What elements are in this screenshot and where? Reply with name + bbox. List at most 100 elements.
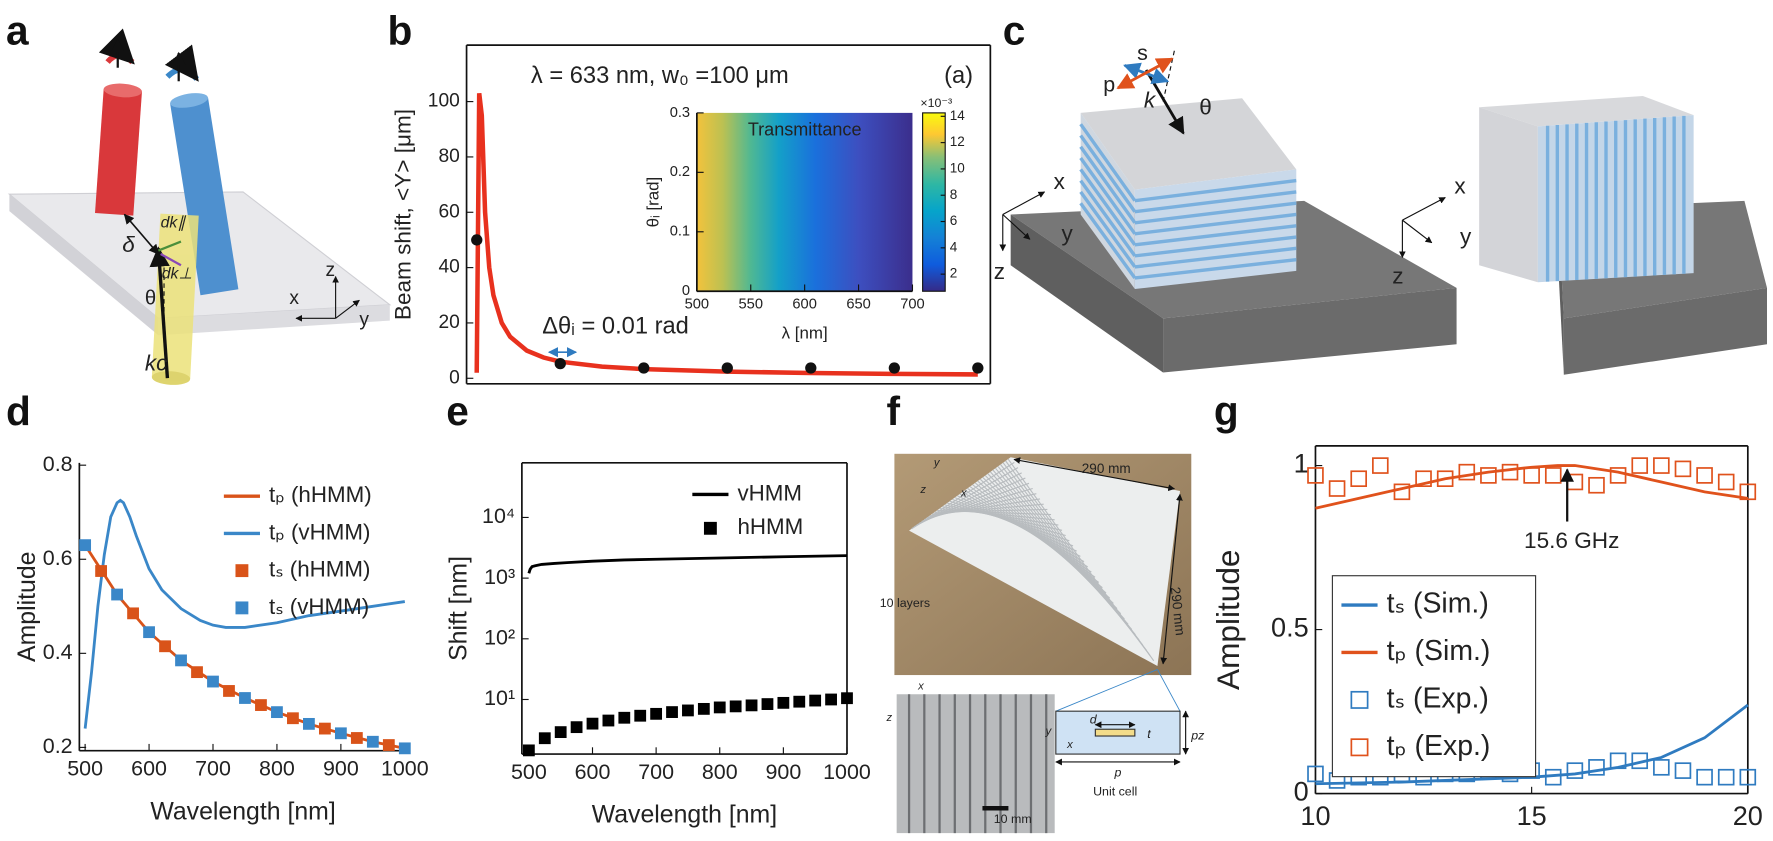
point xyxy=(1739,768,1757,786)
x-axis-label: λ [nm] xyxy=(782,324,828,343)
legend-swatch xyxy=(1350,690,1369,709)
illustration-label: x xyxy=(1454,173,1466,198)
y-tick-label: 0.4 xyxy=(43,640,73,664)
x-tick-label: 500 xyxy=(511,760,547,784)
x-tick-label: 600 xyxy=(575,760,611,784)
point xyxy=(1588,759,1605,776)
y-tick-label: 10⁴ xyxy=(482,504,515,528)
point xyxy=(1653,759,1670,776)
x-axis-label: Wavelength [nm] xyxy=(592,802,777,829)
layer-stripe xyxy=(1079,145,1137,224)
layer-stripe xyxy=(1134,235,1297,258)
layer-stripe xyxy=(1079,123,1137,202)
point xyxy=(1631,457,1649,474)
illustration-label: z xyxy=(325,260,335,281)
point xyxy=(303,717,315,730)
illustration-label: z xyxy=(1392,264,1403,289)
line xyxy=(474,92,978,377)
colorbar-tick-label: 2 xyxy=(950,266,958,281)
point xyxy=(79,539,92,552)
point xyxy=(721,362,733,374)
point xyxy=(1588,476,1605,494)
legend-label: vHMM xyxy=(737,480,802,505)
point xyxy=(334,727,347,740)
point xyxy=(522,744,535,757)
point xyxy=(1631,752,1649,770)
x-tick-label: 500 xyxy=(685,296,709,312)
line xyxy=(1315,464,1749,510)
point xyxy=(1717,473,1735,491)
illustration-label: δ xyxy=(122,232,135,257)
y-axis-label: Amplitude xyxy=(14,552,41,662)
line xyxy=(527,554,848,574)
colorbar-tick-label: 10 xyxy=(950,160,965,175)
panel-label: c xyxy=(1003,8,1026,54)
illustration-label: d xyxy=(1090,712,1098,726)
x-tick-label: 500 xyxy=(67,757,103,781)
legend-label: hHMM xyxy=(737,514,803,539)
point xyxy=(1609,752,1627,770)
illustration-label: p xyxy=(1114,766,1122,780)
point xyxy=(1415,470,1432,487)
point xyxy=(1372,457,1389,474)
point xyxy=(175,654,187,667)
x-tick-label: 600 xyxy=(792,296,816,312)
illustration-label: s xyxy=(1137,41,1148,65)
y-tick-label: 0.2 xyxy=(43,734,73,758)
x-tick-label: 15 xyxy=(1517,800,1547,831)
y-axis-label: Shift [nm] xyxy=(445,556,472,661)
panel-label: g xyxy=(1214,388,1239,434)
point xyxy=(318,722,331,735)
legend-box xyxy=(1331,575,1537,778)
point xyxy=(111,588,123,601)
illustration-label: Unit cell xyxy=(1093,785,1137,799)
point xyxy=(127,607,139,620)
y-tick-label: 10¹ xyxy=(484,686,515,710)
y-tick-label: 0 xyxy=(1294,776,1309,807)
layer-stripe xyxy=(1007,458,1155,662)
illustration-label: k xyxy=(1144,88,1157,113)
panel-label: d xyxy=(6,388,31,434)
point xyxy=(1544,467,1562,484)
x-tick-label: 700 xyxy=(195,757,231,781)
y-tick-label: 40 xyxy=(438,257,459,278)
y-tick-label: 0.3 xyxy=(670,105,690,121)
point xyxy=(1544,768,1562,786)
point xyxy=(1566,762,1584,779)
illustration-label: z xyxy=(886,712,893,724)
point xyxy=(650,707,663,720)
point xyxy=(825,693,837,706)
point xyxy=(223,685,235,697)
x-axis-label: Wavelength [nm] xyxy=(150,798,335,825)
layer-stripe xyxy=(1134,246,1297,269)
point xyxy=(1307,765,1324,783)
point xyxy=(1458,463,1476,481)
y-tick-label: 100 xyxy=(428,91,460,112)
legend-swatch xyxy=(703,521,717,535)
illustration-a xyxy=(7,28,392,385)
point xyxy=(143,626,155,639)
y-tick-label: 1 xyxy=(1294,448,1309,479)
point xyxy=(207,675,219,688)
point xyxy=(1739,483,1757,501)
point xyxy=(682,704,694,717)
point xyxy=(634,709,647,722)
annotation: Δθᵢ = 0.01 rad xyxy=(542,314,689,340)
point xyxy=(638,362,650,374)
x-tick-label: 900 xyxy=(323,757,359,781)
y-axis-label: Amplitude xyxy=(1210,549,1246,689)
layer-stripe xyxy=(1079,157,1137,235)
colorbar-tick-label: 6 xyxy=(950,213,958,228)
colorbar-exponent: ×10⁻³ xyxy=(920,96,952,110)
x-tick-label: 1000 xyxy=(823,760,871,784)
illustration-label: kc xyxy=(145,351,168,376)
colorbar-tick-label: 8 xyxy=(950,187,958,202)
point xyxy=(1674,762,1692,779)
point xyxy=(1480,467,1497,484)
legend-label: tₛ (hHMM) xyxy=(269,557,370,582)
illustration-label: p xyxy=(1103,72,1115,96)
point xyxy=(602,714,615,727)
point xyxy=(538,732,551,745)
point xyxy=(366,735,379,748)
point xyxy=(1523,467,1540,484)
